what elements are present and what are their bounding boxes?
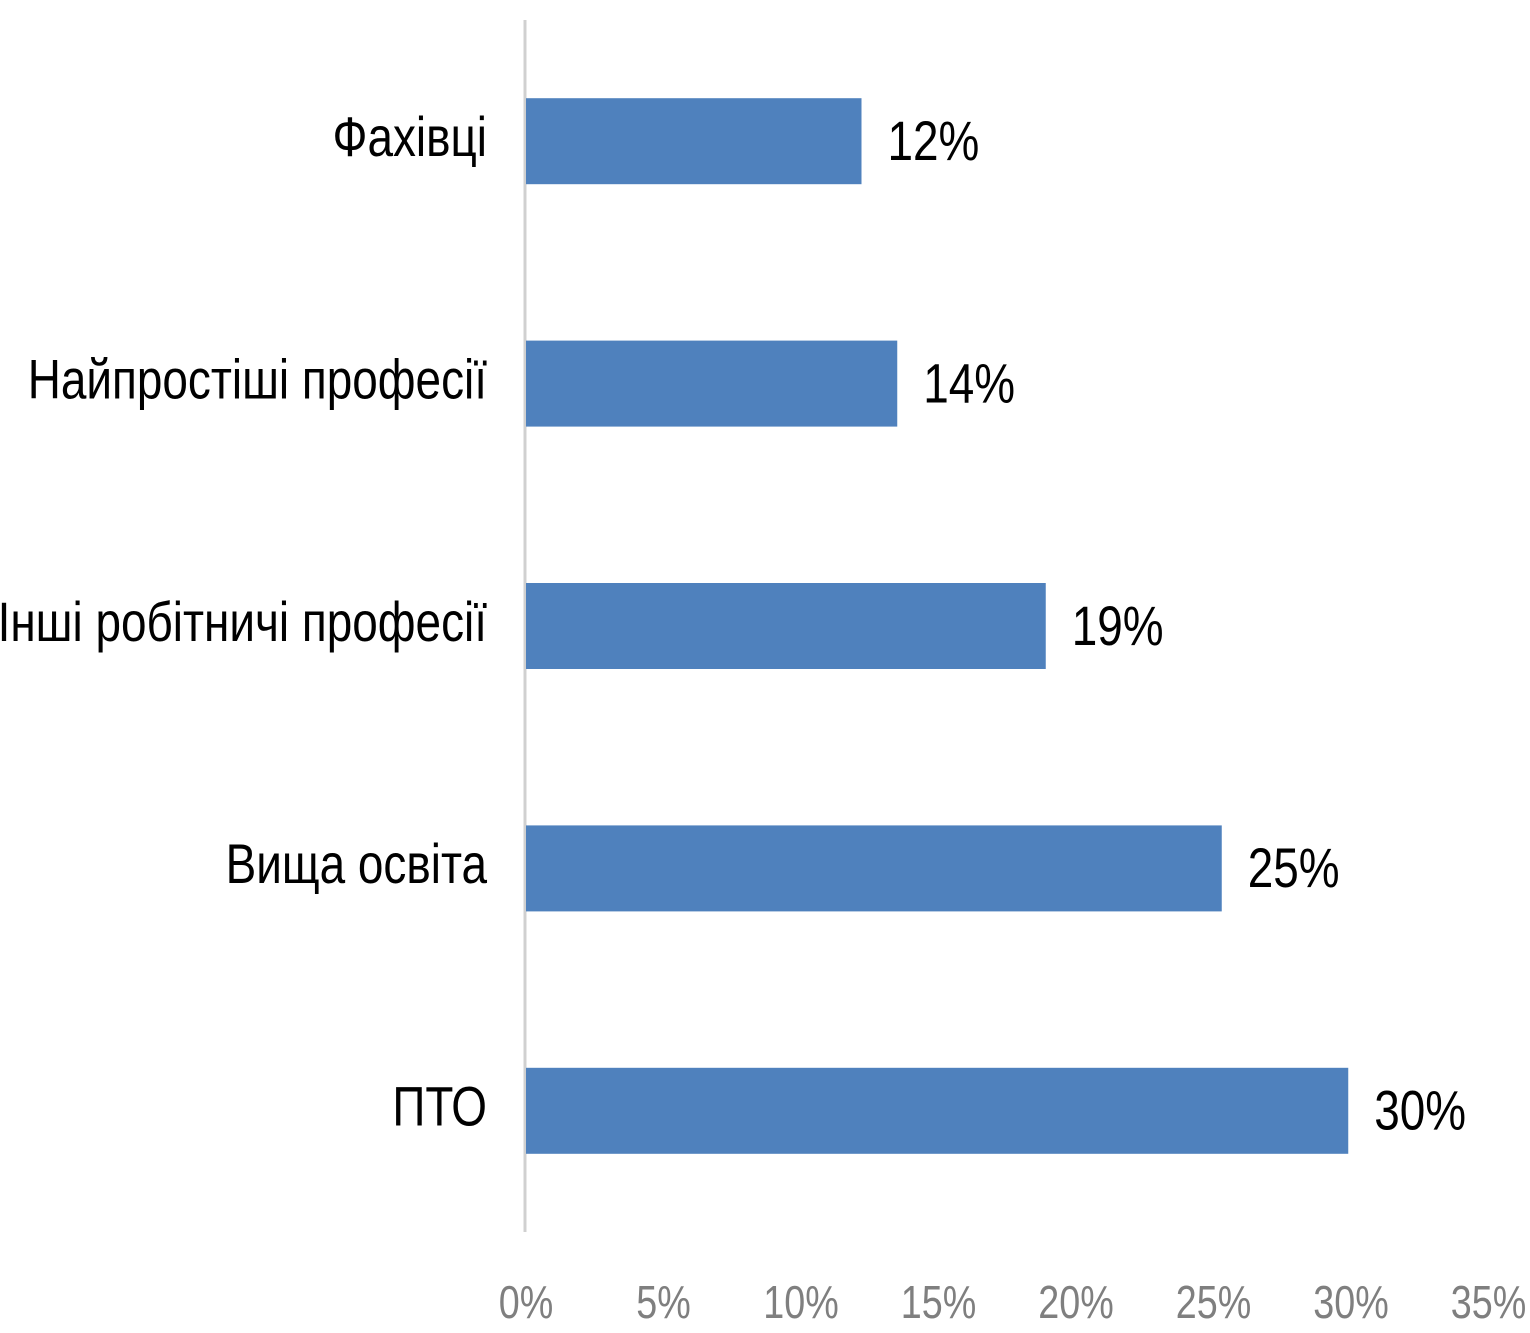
x-tick-label: 0% (499, 1277, 554, 1328)
x-tick-label: 5% (636, 1277, 691, 1328)
x-tick-label: 35% (1451, 1277, 1526, 1328)
x-tick-label: 25% (1176, 1277, 1251, 1328)
bar (526, 340, 898, 427)
x-tick-label: 10% (763, 1277, 838, 1328)
data-label: 19% (1072, 594, 1164, 656)
data-label: 14% (923, 352, 1015, 414)
bar (526, 825, 1222, 912)
x-tick-label: 20% (1038, 1277, 1113, 1328)
y-tick-label: Найпростіші професії (28, 348, 487, 410)
bar (526, 98, 862, 185)
y-tick-label: Фахівці (333, 106, 487, 168)
y-tick-label: Вища освіта (226, 833, 488, 895)
bar (526, 1067, 1349, 1154)
data-label: 25% (1248, 837, 1340, 899)
data-label: 30% (1374, 1079, 1466, 1141)
y-tick-label: ПТО (392, 1075, 487, 1137)
x-tick-label: 15% (901, 1277, 976, 1328)
x-tick-label: 30% (1313, 1277, 1388, 1328)
data-label: 12% (888, 110, 980, 172)
y-tick-label: Інші робітничі професії (0, 590, 487, 652)
bar (526, 583, 1046, 669)
